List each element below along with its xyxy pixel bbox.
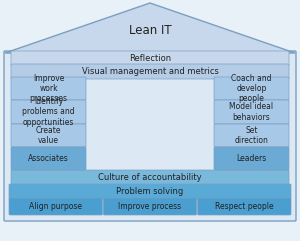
Text: Set
direction: Set direction [235, 126, 268, 145]
Text: Problem solving: Problem solving [116, 187, 184, 196]
Text: Visual management and metrics: Visual management and metrics [82, 67, 218, 76]
Text: Culture of accountability: Culture of accountability [98, 173, 202, 182]
FancyBboxPatch shape [198, 198, 291, 215]
Text: Model ideal
behaviors: Model ideal behaviors [230, 102, 274, 122]
Text: Improve process: Improve process [118, 202, 182, 211]
FancyBboxPatch shape [4, 51, 296, 221]
Polygon shape [5, 3, 295, 53]
FancyBboxPatch shape [103, 198, 197, 215]
FancyBboxPatch shape [214, 147, 289, 170]
Text: Respect people: Respect people [215, 202, 274, 211]
FancyBboxPatch shape [214, 124, 289, 147]
Text: Reflection: Reflection [129, 54, 171, 63]
Text: Improve
work
processes: Improve work processes [29, 74, 68, 103]
Text: Align purpose: Align purpose [29, 202, 82, 211]
FancyBboxPatch shape [11, 77, 86, 100]
FancyBboxPatch shape [11, 100, 86, 124]
FancyBboxPatch shape [214, 77, 289, 100]
Text: Coach and
develop
people: Coach and develop people [231, 74, 272, 103]
FancyBboxPatch shape [11, 124, 86, 147]
Text: Identify
problems and
opportunities: Identify problems and opportunities [22, 97, 75, 127]
FancyBboxPatch shape [11, 64, 289, 79]
FancyBboxPatch shape [9, 184, 291, 199]
Text: Lean IT: Lean IT [129, 24, 171, 36]
FancyBboxPatch shape [11, 147, 86, 170]
FancyBboxPatch shape [214, 100, 289, 124]
Text: Leaders: Leaders [236, 154, 267, 163]
Text: Associates: Associates [28, 154, 69, 163]
FancyBboxPatch shape [11, 170, 289, 185]
Text: Create
value: Create value [36, 126, 61, 145]
FancyBboxPatch shape [9, 198, 102, 215]
FancyBboxPatch shape [11, 51, 289, 66]
